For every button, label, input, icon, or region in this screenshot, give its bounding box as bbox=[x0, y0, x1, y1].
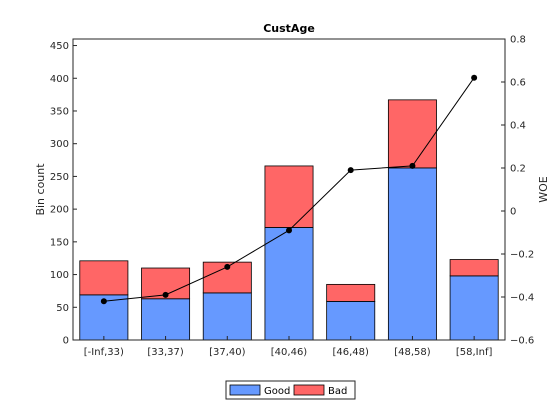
bar-bad-4 bbox=[326, 283, 376, 302]
y-tick-label: 150 bbox=[50, 237, 69, 248]
legend-label-bad: Bad bbox=[328, 386, 347, 397]
x-tick-label: [40,46) bbox=[271, 347, 308, 358]
x-axis: [-Inf,33) [33,37) [37,40) [40,46) [46,48) [48… bbox=[84, 336, 493, 358]
y2-tick-label: −0.4 bbox=[510, 293, 534, 304]
woe-point-0 bbox=[100, 298, 107, 305]
y2-tick-label: −0.6 bbox=[510, 336, 534, 347]
y-tick-label: 450 bbox=[50, 41, 69, 52]
x-tick-label: [-Inf,33) bbox=[84, 347, 124, 358]
y2-tick-label: 0 bbox=[510, 207, 516, 218]
y-tick-label: 350 bbox=[50, 106, 69, 117]
y-axis-label: Bin count bbox=[34, 163, 47, 216]
x-tick-label: [58,Inf] bbox=[456, 347, 493, 358]
bar-good-1 bbox=[141, 298, 191, 341]
woe-point-4 bbox=[347, 167, 354, 174]
bar-good-4 bbox=[326, 300, 376, 341]
right-axis: −0.6 −0.4 −0.2 0 0.2 0.4 0.6 0.8 bbox=[501, 35, 534, 347]
y-tick-label: 100 bbox=[50, 270, 69, 281]
bar-bad-5 bbox=[387, 99, 437, 169]
x-tick-label: [37,40) bbox=[209, 347, 246, 358]
y2-tick-label: 0.8 bbox=[510, 35, 526, 46]
chart-title: CustAge bbox=[263, 22, 315, 35]
y2-axis-label: WOE bbox=[537, 176, 550, 203]
y2-tick-label: −0.2 bbox=[510, 250, 534, 261]
y2-tick-label: 0.6 bbox=[510, 78, 526, 89]
legend-swatch-bad bbox=[293, 384, 325, 396]
bar-bad-6 bbox=[449, 259, 499, 277]
woe-point-6 bbox=[471, 74, 478, 81]
y-tick-label: 300 bbox=[50, 139, 69, 150]
bar-bad-0 bbox=[79, 260, 129, 296]
bar-layer bbox=[79, 99, 499, 341]
bar-good-6 bbox=[449, 275, 499, 341]
y-tick-label: 50 bbox=[56, 303, 69, 314]
bar-bad-3 bbox=[264, 165, 314, 228]
x-tick-label: [48,58) bbox=[394, 347, 431, 358]
bar-good-5 bbox=[387, 167, 437, 341]
legend: Good Bad bbox=[225, 380, 356, 400]
woe-point-5 bbox=[409, 162, 416, 169]
bar-good-2 bbox=[202, 292, 252, 341]
x-tick-label: [33,37) bbox=[147, 347, 184, 358]
y2-tick-label: 0.4 bbox=[510, 121, 526, 132]
woe-point-2 bbox=[224, 263, 231, 270]
legend-label-good: Good bbox=[264, 386, 290, 397]
y-tick-label: 400 bbox=[50, 74, 69, 85]
legend-swatch-good bbox=[229, 384, 261, 396]
left-axis: 0 50 100 150 200 250 300 350 400 450 bbox=[50, 41, 77, 347]
y2-tick-label: 0.2 bbox=[510, 164, 526, 175]
woe-point-3 bbox=[286, 227, 292, 234]
y-tick-label: 0 bbox=[63, 336, 69, 347]
y-tick-label: 250 bbox=[50, 172, 69, 183]
bar-good-3 bbox=[264, 227, 314, 341]
x-tick-label: [46,48) bbox=[332, 347, 369, 358]
woe-line-layer bbox=[100, 74, 478, 305]
woe-point-1 bbox=[162, 291, 169, 298]
y-tick-label: 200 bbox=[50, 205, 69, 216]
